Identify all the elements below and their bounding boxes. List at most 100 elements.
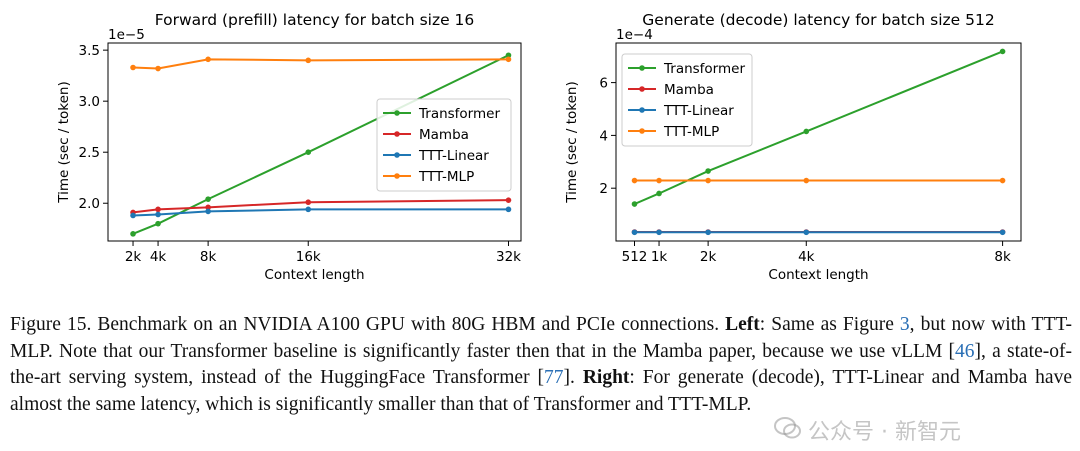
- data-point: [205, 196, 211, 202]
- data-point: [305, 57, 312, 64]
- data-point: [999, 177, 1006, 184]
- legend-label: Transformer: [663, 61, 745, 77]
- series-line-mamba: [132, 199, 509, 214]
- chart-title: Forward (prefill) latency for batch size…: [155, 11, 475, 29]
- legend-label: Mamba: [419, 127, 469, 143]
- data-point: [999, 48, 1006, 55]
- y-tick-label: 2.0: [79, 196, 100, 212]
- legend-label: TTT-Linear: [663, 103, 734, 119]
- caption-line1-a: Figure 15. Benchmark on an NVIDIA A100 G…: [10, 314, 726, 335]
- citation-link-46[interactable]: 46: [955, 340, 975, 362]
- y-tick-label: 6: [599, 76, 608, 92]
- x-tick-label: 32k: [496, 249, 521, 265]
- legend: Transformer Mamba TTT-Linear TTT-MLP: [376, 98, 512, 192]
- data-point: [305, 199, 312, 206]
- x-axis-label: Context length: [768, 267, 868, 283]
- series-line-ttt-mlp: [132, 58, 509, 70]
- data-point: [631, 229, 638, 236]
- legend-box: [376, 98, 512, 192]
- x-tick-label: 512: [622, 249, 648, 265]
- legend-label: Mamba: [664, 82, 714, 98]
- legend-box: [621, 53, 753, 147]
- x-axis-label: Context length: [264, 267, 364, 283]
- data-point: [130, 64, 136, 71]
- legend-marker: [394, 131, 400, 137]
- data-point: [505, 206, 512, 213]
- caption-line3-a: because we use vLLM [: [762, 340, 956, 362]
- chart-1: Forward (prefill) latency for batch size…: [56, 11, 522, 283]
- data-point: [656, 177, 662, 184]
- data-point: [705, 177, 711, 184]
- data-point: [705, 229, 711, 236]
- legend-marker: [394, 152, 400, 158]
- legend-marker: [639, 86, 645, 92]
- caption-line5: smaller than that of Transformer and TTT…: [378, 393, 752, 415]
- y-tick-label: 2: [599, 181, 608, 197]
- y-tick-label: 3.5: [79, 43, 100, 59]
- data-point: [505, 197, 512, 203]
- data-point: [505, 56, 512, 63]
- legend-marker: [394, 110, 400, 116]
- caption-left-label: Left: [725, 314, 760, 335]
- caption-line1-c: ,: [909, 314, 915, 335]
- data-point: [705, 168, 711, 174]
- caption-line1-b: : Same as Figure: [759, 314, 900, 335]
- data-point: [155, 211, 161, 218]
- axes-frame: [107, 42, 522, 242]
- data-point: [155, 220, 161, 227]
- series-line-ttt-linear: [132, 208, 509, 217]
- x-tick-label: 1k: [651, 249, 668, 265]
- y-scale-label: 1e−5: [108, 27, 145, 43]
- y-tick-label: 4: [599, 128, 608, 144]
- chart-title: Generate (decode) latency for batch size…: [642, 11, 994, 29]
- legend: Transformer Mamba TTT-Linear TTT-MLP: [621, 53, 753, 147]
- figure-caption: Figure 15. Benchmark on an NVIDIA A100 G…: [10, 312, 1072, 418]
- data-point: [803, 229, 810, 236]
- caption-line3-c: ].: [563, 367, 575, 388]
- x-tick-label: 16k: [296, 249, 321, 265]
- x-tick-label: 2k: [700, 249, 717, 265]
- data-point: [803, 128, 810, 135]
- data-point: [631, 177, 638, 184]
- data-point: [631, 201, 638, 207]
- data-point: [130, 231, 136, 237]
- x-tick-label: 4k: [150, 249, 167, 265]
- data-point: [130, 212, 136, 219]
- citation-link-77[interactable]: 77: [544, 367, 564, 388]
- legend-marker: [639, 65, 645, 71]
- data-point: [999, 229, 1006, 236]
- data-point: [205, 208, 211, 215]
- x-tick-label: 2k: [125, 249, 142, 265]
- caption-line3-b: ], a state-of-the-art serving system, in…: [10, 340, 1072, 389]
- y-tick-label: 2.5: [79, 145, 100, 161]
- y-scale-label: 1e−4: [616, 27, 653, 43]
- legend-marker: [639, 128, 645, 134]
- legend-marker: [394, 173, 400, 179]
- x-tick-label: 8k: [994, 249, 1011, 265]
- legend-label: TTT-MLP: [663, 124, 719, 140]
- y-axis-label: Time (sec / token): [56, 81, 72, 204]
- caption-line2: but now with TTT-MLP. Note that our Tran…: [10, 314, 1072, 362]
- caption-line4-a: : For generate (decode), TTT-Linear and …: [10, 367, 1072, 415]
- data-point: [803, 177, 810, 184]
- data-point: [656, 229, 662, 236]
- x-tick-label: 4k: [798, 249, 815, 265]
- data-point: [155, 206, 161, 213]
- y-axis-label: Time (sec / token): [564, 81, 580, 204]
- data-point: [205, 56, 211, 63]
- figure-ref-link[interactable]: 3: [899, 314, 910, 335]
- legend-label: TTT-Linear: [418, 148, 489, 164]
- axes-frame: [615, 42, 1022, 242]
- legend-marker: [639, 107, 645, 113]
- figure: Forward (prefill) latency for batch size…: [56, 11, 1022, 283]
- caption-right-label: Right: [582, 367, 630, 388]
- wechat-icon: [774, 417, 801, 439]
- y-tick-label: 3.0: [79, 94, 100, 110]
- data-point: [305, 206, 312, 213]
- data-point: [155, 65, 161, 72]
- data-point: [205, 204, 211, 211]
- legend-label: Transformer: [418, 106, 500, 122]
- data-point: [505, 52, 512, 59]
- x-tick-label: 8k: [200, 249, 217, 265]
- legend-label: TTT-MLP: [418, 169, 474, 185]
